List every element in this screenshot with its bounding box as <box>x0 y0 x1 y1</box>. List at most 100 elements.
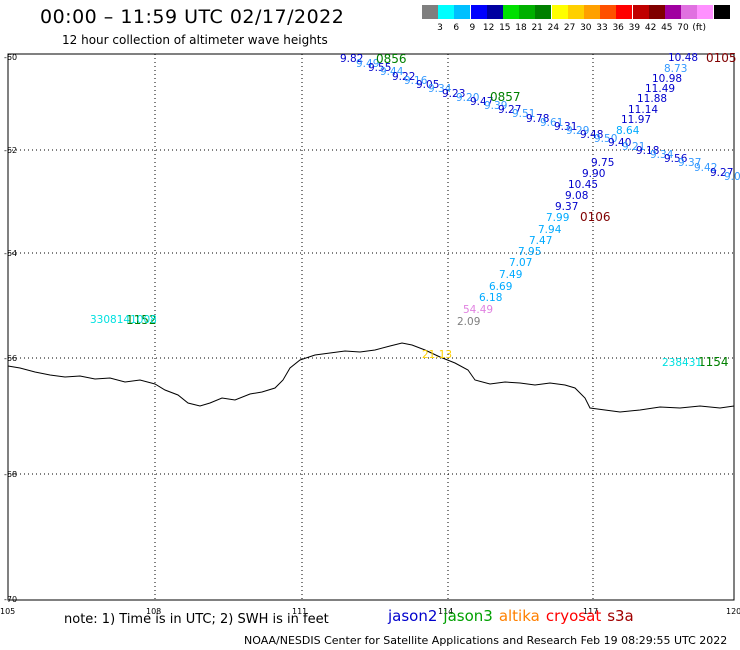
legend-item: altika <box>498 607 540 625</box>
svg-text:9.34: 9.34 <box>428 83 452 95</box>
svg-text:9.44: 9.44 <box>380 66 404 78</box>
map-subtitle: 12 hour collection of altimeter wave hei… <box>62 33 328 47</box>
scale-label: 21 <box>531 23 543 33</box>
scale-label: 18 <box>515 23 527 33</box>
scale-label: 33 <box>596 23 608 33</box>
lon-label: 105 <box>0 607 15 616</box>
lat-label: -62 <box>4 146 17 155</box>
map-title: 00:00 – 11:59 UTC 02/17/2022 <box>40 6 345 28</box>
scale-swatch <box>454 5 471 19</box>
footer: NOAA/NESDIS Center for Satellite Applica… <box>244 634 728 647</box>
pass-label: 1152 <box>126 313 157 327</box>
track-cluster: 3308141008 <box>90 314 157 326</box>
track-value: 2.09 <box>457 316 480 328</box>
track-value: 7.99 <box>546 212 569 224</box>
scale-swatch <box>713 5 730 19</box>
track-value: 8.73 <box>664 63 687 75</box>
descending-track: 9.82 9.49 9.55 9.44 9.22 9.16 9.05 9.34 … <box>340 53 740 183</box>
svg-text:9.48: 9.48 <box>580 129 603 141</box>
track-value: 10.98 <box>652 73 682 85</box>
legend-item: cryosat <box>545 607 602 625</box>
scale-swatch <box>438 5 455 19</box>
coastline <box>7 342 735 413</box>
scale-swatch <box>681 5 698 19</box>
grid <box>8 54 734 600</box>
scale-swatch <box>486 5 503 19</box>
svg-text:9.78: 9.78 <box>526 113 549 125</box>
pass-label: 0856 <box>376 52 407 66</box>
svg-text:9.34: 9.34 <box>650 149 674 161</box>
scale-swatch <box>503 5 519 19</box>
track-value: 10.48 <box>668 52 698 64</box>
track-value: 9.37 <box>555 201 578 213</box>
scale-swatch <box>567 5 584 19</box>
svg-text:9.47: 9.47 <box>470 96 493 108</box>
lat-label: -60 <box>4 53 17 62</box>
note: note: 1) Time is in UTC; 2) SWH is in fe… <box>64 612 329 627</box>
svg-text:9.49: 9.49 <box>356 58 379 70</box>
svg-text:9.40: 9.40 <box>608 137 631 149</box>
svg-text:9.51: 9.51 <box>512 108 535 120</box>
track-value: 6.18 <box>479 292 502 304</box>
lon-label: 120 <box>726 607 740 616</box>
lon-label: 114 <box>438 607 453 616</box>
track-value: 9.75 <box>591 157 614 169</box>
track-value: 9.90 <box>582 168 605 180</box>
scale-label: 36 <box>612 23 624 33</box>
track-value: 9.08 <box>565 190 588 202</box>
svg-text:9.0: 9.0 <box>724 171 740 183</box>
scale-swatch <box>665 5 681 19</box>
scale-swatch <box>519 5 536 19</box>
track-value: 7.47 <box>529 235 552 247</box>
track-value: 21.13 <box>422 349 452 361</box>
track-value: 10.45 <box>568 179 598 191</box>
svg-text:9.61: 9.61 <box>540 117 563 129</box>
lat-label: -70 <box>4 595 17 604</box>
scale-label: 27 <box>563 23 576 33</box>
scale-swatch <box>616 5 633 19</box>
svg-text:9.29: 9.29 <box>566 125 589 137</box>
scale-label: (ft) <box>692 23 706 33</box>
scale-swatch <box>470 5 487 19</box>
scale-label: 24 <box>547 23 560 33</box>
svg-text:9.42: 9.42 <box>694 162 717 174</box>
track-value: 7.07 <box>509 257 532 269</box>
scale-label: 6 <box>453 23 460 33</box>
svg-text:9.21: 9.21 <box>622 141 645 153</box>
lat-label: -68 <box>4 470 17 479</box>
track-value: 11.49 <box>645 83 675 95</box>
scale-swatch <box>551 5 568 19</box>
lat-label: -66 <box>4 354 17 363</box>
svg-text:9.27: 9.27 <box>710 167 733 179</box>
svg-text:9.50: 9.50 <box>594 133 617 145</box>
legend-item: jason2 <box>388 607 438 625</box>
svg-text:9.31: 9.31 <box>554 121 577 133</box>
scale-label: 70 <box>677 23 689 33</box>
lon-label: 117 <box>583 607 598 616</box>
scale-swatch <box>632 5 649 19</box>
pass-label: 0857 <box>490 90 521 104</box>
legend-item: jason3 <box>443 607 493 625</box>
scale-swatch <box>422 5 438 19</box>
scale-label: 30 <box>580 23 592 33</box>
scale-swatch <box>697 5 714 19</box>
svg-text:9.23: 9.23 <box>442 88 465 100</box>
scale-label: 42 <box>644 23 657 33</box>
ascending-track: 10.48 8.73 10.98 11.49 11.88 11.14 11.97… <box>457 52 698 328</box>
scale-label: 15 <box>499 23 511 33</box>
track-cluster: 238431 <box>662 357 702 369</box>
scale-label: 3 <box>437 23 443 33</box>
track-value: 8.64 <box>616 125 640 137</box>
svg-text:9.20: 9.20 <box>456 92 479 104</box>
scale-swatch <box>600 5 617 19</box>
pass-label: 0105 <box>706 51 737 65</box>
scale-swatch <box>535 5 552 19</box>
svg-text:9.18: 9.18 <box>636 145 659 157</box>
pass-label: 1154 <box>698 355 729 369</box>
scale-label: 45 <box>661 23 673 33</box>
svg-text:9.56: 9.56 <box>664 153 688 165</box>
scale-label: 12 <box>482 23 495 33</box>
scale-label: 39 <box>628 23 641 33</box>
svg-text:9.22: 9.22 <box>392 71 415 83</box>
svg-text:9.55: 9.55 <box>368 62 391 74</box>
